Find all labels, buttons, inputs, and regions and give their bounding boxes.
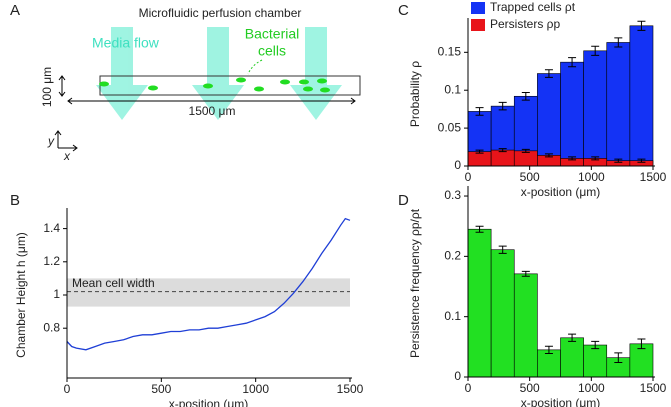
error-bar xyxy=(568,333,577,342)
x-tick-label: 1000 xyxy=(578,381,605,395)
y-tick-label: 0.15 xyxy=(438,44,462,58)
legend-swatch xyxy=(471,2,485,14)
y-tick-label: 0.2 xyxy=(444,249,461,263)
panel-label: A xyxy=(10,2,20,19)
cells-label: cells xyxy=(258,43,286,59)
x-tick-label: 1500 xyxy=(640,381,667,395)
error-bar xyxy=(637,20,646,31)
legend-label: Trapped cells ρt xyxy=(490,0,576,14)
length-label: 1500 μm xyxy=(189,104,236,118)
error-bar xyxy=(544,69,553,78)
error-bar xyxy=(568,57,577,68)
x-tick-label: 500 xyxy=(520,170,540,184)
length-arrow xyxy=(67,97,356,105)
panel-label: B xyxy=(10,192,20,209)
bar xyxy=(467,228,492,378)
x-tick-label: 500 xyxy=(520,381,540,395)
bar xyxy=(513,150,538,167)
bar xyxy=(629,25,654,167)
line xyxy=(66,217,351,351)
axes-icon xyxy=(54,130,78,152)
error-bar xyxy=(591,340,600,350)
y-tick-label: 0 xyxy=(454,158,461,172)
error-bar xyxy=(614,158,623,163)
y-tick-label: 1 xyxy=(53,287,60,301)
y-tick-label: 1.2 xyxy=(43,254,60,268)
error-bar xyxy=(475,149,484,154)
y-tick-label: 0.05 xyxy=(438,120,462,134)
legend-swatch xyxy=(471,19,485,31)
y-axis-icon: y xyxy=(47,134,55,148)
cells xyxy=(99,77,330,93)
error-bar xyxy=(637,338,646,350)
diagram-title: Microfluidic perfusion chamber xyxy=(139,6,302,20)
x-tick-label: 0 xyxy=(465,170,472,184)
bar xyxy=(513,273,538,378)
error-bar xyxy=(614,37,623,48)
x-tick-label: 500 xyxy=(151,382,171,396)
error-bar xyxy=(521,148,530,153)
annotation: Mean cell width xyxy=(72,276,155,290)
bar xyxy=(583,50,608,167)
error-bar xyxy=(544,345,553,354)
bar xyxy=(490,149,515,167)
error-bar xyxy=(521,270,530,277)
bar xyxy=(560,61,584,167)
flow-label: Media flow xyxy=(92,35,160,51)
x-axis-label: x-position (μm) xyxy=(169,397,249,407)
bar xyxy=(560,337,584,378)
error-bar xyxy=(591,45,600,56)
error-bar xyxy=(498,101,507,111)
bar xyxy=(583,344,608,378)
panel-label: C xyxy=(398,2,409,19)
band xyxy=(67,278,350,307)
error-bar xyxy=(521,91,530,101)
x-axis-icon: x xyxy=(63,149,71,163)
x-tick-label: 0 xyxy=(64,382,71,396)
x-tick-label: 1000 xyxy=(242,382,269,396)
y-axis-label: Probability ρ xyxy=(408,61,422,127)
error-bar xyxy=(591,156,600,161)
error-bar xyxy=(498,245,507,254)
x-axis-label: x-position (μm) xyxy=(521,185,601,199)
y-tick-label: 0.1 xyxy=(444,82,461,96)
y-axis-label: Persistence frequency ρp/ρt xyxy=(408,208,422,358)
x-tick-label: 1500 xyxy=(640,170,667,184)
error-bar xyxy=(475,225,484,233)
error-bar xyxy=(498,148,507,153)
bar xyxy=(490,249,515,378)
error-bar xyxy=(637,158,646,163)
y-axis-label: Chamber Height h (μm) xyxy=(14,232,28,358)
bar xyxy=(537,73,561,167)
y-tick-label: 0.3 xyxy=(444,188,461,202)
flow-arrows xyxy=(96,27,342,120)
x-axis-label: x-position (μm) xyxy=(521,396,601,407)
height-arrow xyxy=(58,75,66,97)
panel-a: A Microfluidic perfusion chamber Media f… xyxy=(10,2,361,163)
cells-label: Bacterial xyxy=(245,26,299,42)
bar xyxy=(606,42,631,167)
height-label: 100 μm xyxy=(40,67,54,107)
panel-label: D xyxy=(398,192,409,209)
legend-label: Persisters ρp xyxy=(490,17,561,31)
y-tick-label: 0.8 xyxy=(43,320,60,334)
y-tick-label: 1.4 xyxy=(43,221,60,235)
error-bar xyxy=(568,156,577,161)
x-tick-label: 1000 xyxy=(578,170,605,184)
x-tick-label: 0 xyxy=(465,381,472,395)
error-bar xyxy=(544,153,553,158)
error-bar xyxy=(614,352,623,364)
error-bar xyxy=(475,107,484,116)
bar xyxy=(467,151,492,167)
y-tick-label: 0 xyxy=(454,369,461,383)
x-tick-label: 1500 xyxy=(337,382,364,396)
cells-pointer xyxy=(247,59,263,75)
y-tick-label: 0.1 xyxy=(444,309,461,323)
